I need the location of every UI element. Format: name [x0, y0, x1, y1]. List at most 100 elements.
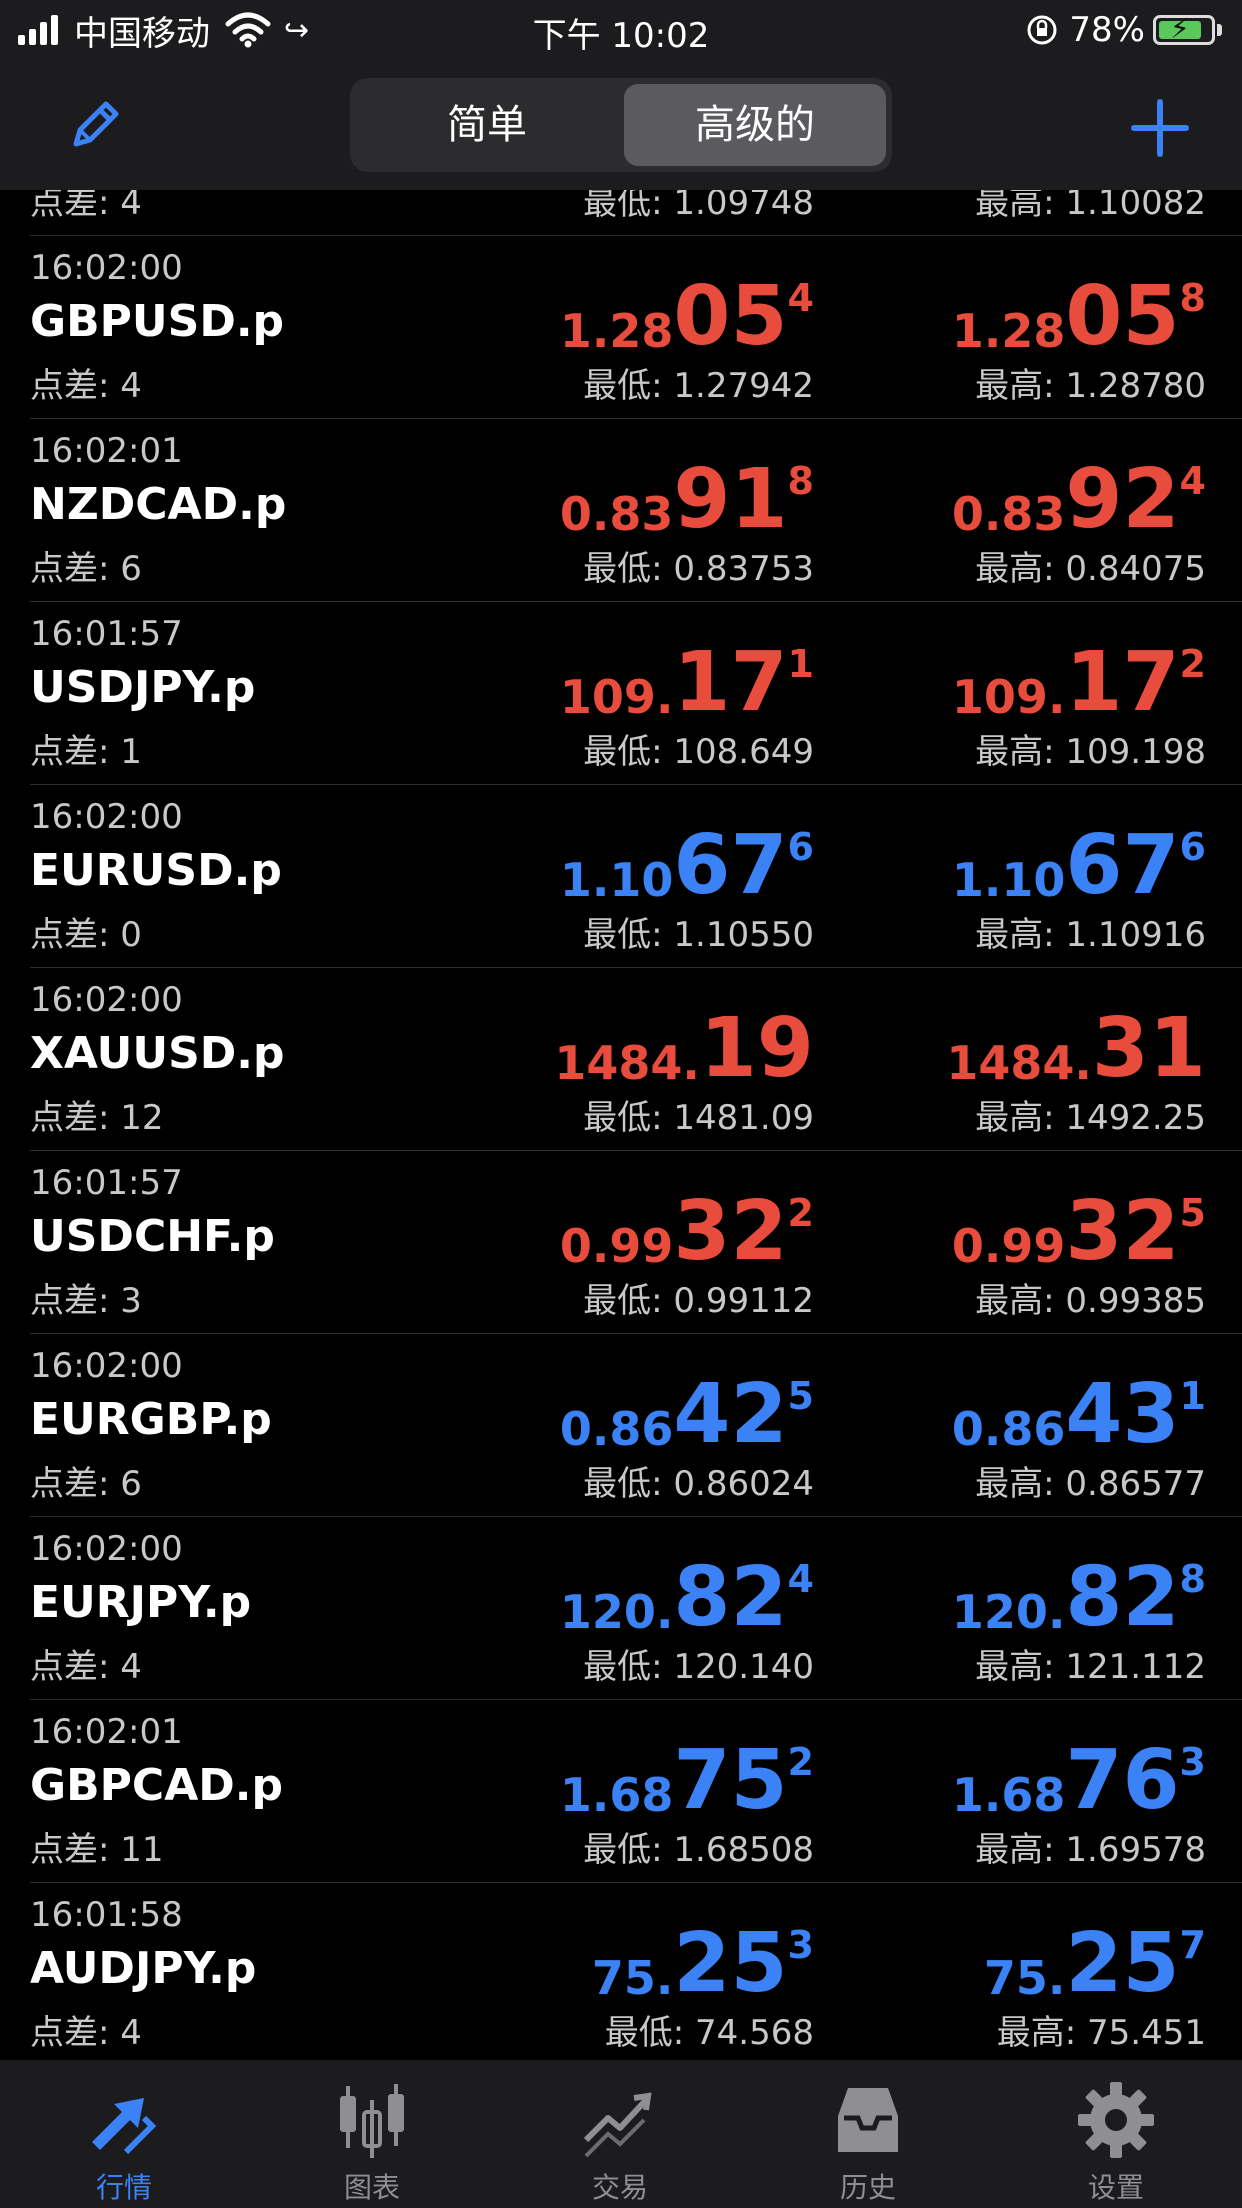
ask-price: 1.10 67 6 — [951, 818, 1206, 913]
segment-simple[interactable]: 简单 — [447, 102, 527, 148]
ask-price: 0.86 43 1 — [951, 1367, 1206, 1462]
quote-time: 16:02:01 — [30, 431, 183, 471]
carrier-name: 中国移动 — [74, 13, 210, 54]
spread: 点差: 4 — [30, 2013, 142, 2053]
quote-time: 16:01:58 — [30, 1895, 183, 1935]
battery-cap — [1217, 24, 1222, 36]
spread: 点差: 4 — [30, 190, 142, 223]
row-divider — [30, 235, 1242, 236]
quote-time: 16:01:57 — [30, 614, 183, 654]
tab-history[interactable]: 历史 — [788, 2078, 948, 2206]
quote-row[interactable]: 16:02:00 EURUSD.p 点差: 0 1.10 67 6 1.10 67 6 … — [0, 785, 1242, 968]
high-price: 最高: 1.69578 — [975, 1830, 1206, 1870]
cellular-signal-icon — [18, 15, 62, 45]
tab-trade[interactable]: 交易 — [540, 2078, 700, 2206]
quote-time: 16:02:00 — [30, 1529, 183, 1569]
bid-price: 0.86 42 5 — [559, 1367, 814, 1462]
tab-settings[interactable]: 设置 — [1036, 2078, 1196, 2206]
ask-price: 109. 17 2 — [951, 635, 1206, 730]
quotes-list: 点差: 4 最低: 1.09748 最高: 1.10082 16:02:00 G… — [0, 190, 1242, 2060]
ask-price: 0.99 32 5 — [951, 1184, 1206, 1279]
status-right: 78% ⚡ — [1025, 8, 1222, 52]
bid-price: 1484. 19 — [554, 1001, 814, 1096]
status-bar: 中国移动 ↪ 下午 10:02 78% ⚡ — [0, 0, 1242, 60]
bid-price: 1.68 75 2 — [559, 1733, 814, 1828]
ask-price: 1.28 05 8 — [951, 269, 1206, 364]
ask-price: 120. 82 8 — [951, 1550, 1206, 1645]
tab-label: 图表 — [343, 2171, 400, 2204]
bid-price: 0.83 91 8 — [559, 452, 814, 547]
quotes-arrows-icon — [92, 2098, 157, 2155]
pencil-edit-icon[interactable] — [62, 92, 128, 158]
battery-icon: ⚡ — [1153, 12, 1215, 45]
spread: 点差: 0 — [30, 915, 142, 955]
quote-row[interactable]: 16:01:57 USDJPY.p 点差: 1 109. 17 1 109. 17 2 … — [0, 602, 1242, 785]
row-divider — [30, 1882, 1242, 1883]
spread: 点差: 3 — [30, 1281, 142, 1321]
bid-price: 0.99 32 2 — [559, 1184, 814, 1279]
mode-segmented-control: 简单 高级的 — [350, 78, 892, 172]
low-price: 最低: 0.86024 — [583, 1464, 814, 1504]
low-price: 最低: 1.10550 — [583, 915, 814, 955]
tab-label: 交易 — [591, 2171, 648, 2204]
spread: 点差: 12 — [30, 1098, 164, 1138]
segment-advanced[interactable]: 高级的 — [624, 84, 886, 166]
quote-row[interactable]: 16:02:00 GBPUSD.p 点差: 4 1.28 05 4 1.28 05 8 … — [0, 236, 1242, 419]
spread: 点差: 1 — [30, 732, 142, 772]
quote-row[interactable]: 16:02:00 EURJPY.p 点差: 4 120. 82 4 120. 82 8 … — [0, 1517, 1242, 1700]
spread: 点差: 11 — [30, 1830, 164, 1870]
row-divider — [30, 418, 1242, 419]
high-price: 最高: 0.84075 — [975, 549, 1206, 589]
ask-price: 1.68 76 3 — [951, 1733, 1206, 1828]
symbol: AUDJPY.p — [30, 1943, 257, 1994]
rotation-lock-icon — [1027, 15, 1057, 45]
quote-row[interactable]: 16:02:00 XAUUSD.p 点差: 12 1484. 19 1484. 31… — [0, 968, 1242, 1151]
add-icon[interactable] — [1130, 98, 1190, 158]
bid-price: 1.10 67 6 — [559, 818, 814, 913]
tab-label: 设置 — [1087, 2171, 1144, 2204]
high-price: 最高: 0.86577 — [975, 1464, 1206, 1504]
row-divider — [30, 1333, 1242, 1334]
symbol: EURJPY.p — [30, 1577, 252, 1628]
quote-time: 16:02:00 — [30, 1346, 183, 1386]
quote-row[interactable]: 16:02:01 GBPCAD.p 点差: 11 1.68 75 2 1.68 76 3… — [0, 1700, 1242, 1883]
high-price: 最高: 1.28780 — [975, 366, 1206, 406]
row-divider — [30, 601, 1242, 602]
high-price: 最高: 109.198 — [975, 732, 1206, 772]
quote-time: 16:01:57 — [30, 1163, 183, 1203]
tab-charts[interactable]: 图表 — [292, 2078, 452, 2206]
bid-price: 120. 82 4 — [559, 1550, 814, 1645]
low-price: 最低: 108.649 — [583, 732, 814, 772]
ask-price: 75. 25 7 — [983, 1916, 1206, 2011]
trade-chart-icon — [583, 2092, 652, 2158]
spread: 点差: 6 — [30, 1464, 142, 1504]
low-price: 最低: 74.568 — [604, 2013, 814, 2053]
quote-row[interactable]: 16:01:57 USDCHF.p 点差: 3 0.99 32 2 0.99 32 5 … — [0, 1151, 1242, 1334]
low-price: 最低: 1.68508 — [583, 1830, 814, 1870]
quote-row[interactable]: 16:01:58 AUDJPY.p 点差: 4 75. 25 3 75. 25 7 最低… — [0, 1883, 1242, 2060]
low-price: 最低: 0.83753 — [583, 549, 814, 589]
low-price: 最低: 0.99112 — [583, 1281, 814, 1321]
symbol: EURGBP.p — [30, 1394, 272, 1445]
ask-price: 0.83 92 4 — [951, 452, 1206, 547]
quote-time: 16:02:00 — [30, 248, 183, 288]
symbol: GBPCAD.p — [30, 1760, 283, 1811]
tab-label: 历史 — [839, 2171, 896, 2204]
tab-bar: 行情 图表 交易 历史 — [0, 2060, 1242, 2208]
quote-time: 16:02:00 — [30, 980, 183, 1020]
tab-quotes[interactable]: 行情 — [44, 2078, 204, 2206]
symbol: NZDCAD.p — [30, 479, 287, 530]
quote-row-partial[interactable]: 点差: 4 最低: 1.09748 最高: 1.10082 — [0, 190, 1242, 236]
high-price: 最高: 0.99385 — [975, 1281, 1206, 1321]
call-forward-icon: ↪ — [284, 12, 310, 48]
symbol: XAUUSD.p — [30, 1028, 285, 1079]
symbol: USDJPY.p — [30, 662, 256, 713]
quote-row[interactable]: 16:02:00 EURGBP.p 点差: 6 0.86 42 5 0.86 43 1 … — [0, 1334, 1242, 1517]
quote-row[interactable]: 16:02:01 NZDCAD.p 点差: 6 0.83 91 8 0.83 92 4 … — [0, 419, 1242, 602]
top-nav: 简单 高级的 — [0, 60, 1242, 190]
status-left: 中国移动 ↪ — [18, 8, 310, 54]
high-price: 最高: 1.10916 — [975, 915, 1206, 955]
bid-price: 1.28 05 4 — [559, 269, 814, 364]
low-price: 最低: 1481.09 — [583, 1098, 814, 1138]
quote-time: 16:02:01 — [30, 1712, 183, 1752]
